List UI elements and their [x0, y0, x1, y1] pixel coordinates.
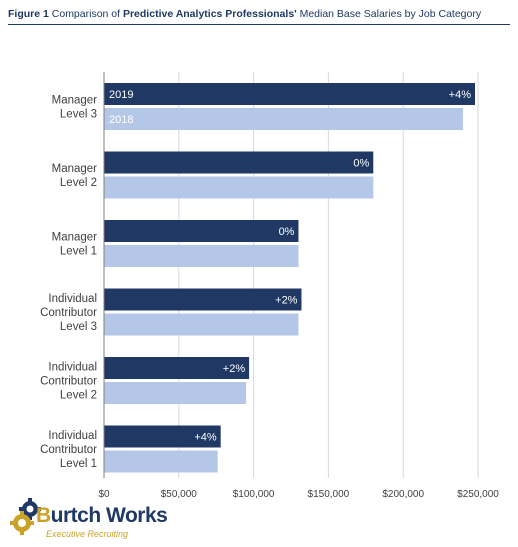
- bar-2019: [104, 151, 374, 174]
- category-label: Level 1: [60, 246, 97, 258]
- data-label: 0%: [279, 226, 295, 238]
- gear-icon: [10, 498, 41, 535]
- data-label: 0%: [353, 158, 369, 170]
- burtch-works-logo: Burtch Works Executive Recruiting: [8, 496, 208, 542]
- data-label: +2%: [275, 295, 298, 307]
- title-rule: [8, 24, 510, 25]
- legend-label-2019: 2019: [109, 89, 133, 101]
- bar-2018: [104, 313, 299, 336]
- category-label: Manager: [52, 95, 98, 107]
- bar-2018: [104, 108, 464, 130]
- x-tick-label: $150,000: [308, 489, 350, 500]
- data-label: +4%: [194, 432, 217, 444]
- bar-2018: [104, 450, 218, 473]
- data-label: +4%: [449, 89, 472, 101]
- category-label: Level 1: [60, 458, 97, 470]
- logo-name: Burtch Works: [36, 504, 168, 528]
- bar-2019: [104, 425, 221, 448]
- x-tick-label: $100,000: [233, 489, 275, 500]
- category-label: Contributor: [40, 307, 97, 319]
- figure-title: Figure 1 Comparison of Predictive Analyt…: [8, 8, 510, 24]
- bar-2018: [104, 382, 247, 404]
- bar-2019: [104, 220, 299, 242]
- figure-title-post: Median Base Salaries by Job Category: [299, 8, 482, 20]
- category-label: Individual: [48, 362, 97, 374]
- category-label: Level 3: [60, 109, 97, 121]
- logo-tagline: Executive Recruiting: [46, 529, 129, 539]
- bar-2018: [104, 245, 299, 267]
- x-tick-label: $200,000: [382, 489, 424, 500]
- bar-2018: [104, 176, 374, 199]
- x-tick-label: $0: [98, 489, 110, 500]
- logo-name-initial: B: [36, 504, 51, 527]
- category-label: Level 2: [60, 177, 97, 189]
- category-label: Manager: [52, 163, 98, 175]
- category-label: Level 3: [60, 321, 97, 333]
- figure-title-pre: Comparison of: [51, 8, 121, 20]
- bar-2019: [104, 288, 302, 311]
- category-label: Manager: [52, 232, 98, 244]
- bar-2019: [104, 83, 476, 105]
- category-label: Individual: [48, 430, 97, 442]
- x-tick-label: $50,000: [161, 489, 198, 500]
- x-tick-label: $250,000: [457, 489, 499, 500]
- category-label: Contributor: [40, 376, 97, 388]
- figure-label: Figure 1: [8, 8, 49, 20]
- bar-2019: [104, 357, 250, 379]
- figure-title-bold: Predictive Analytics Professionals': [122, 8, 297, 20]
- legend-label-2018: 2018: [109, 114, 133, 126]
- category-label: Contributor: [40, 444, 97, 456]
- data-label: +2%: [223, 363, 246, 375]
- logo-name-rest: urtch Works: [50, 504, 168, 527]
- category-label: Individual: [48, 293, 97, 305]
- category-label: Level 2: [60, 390, 97, 402]
